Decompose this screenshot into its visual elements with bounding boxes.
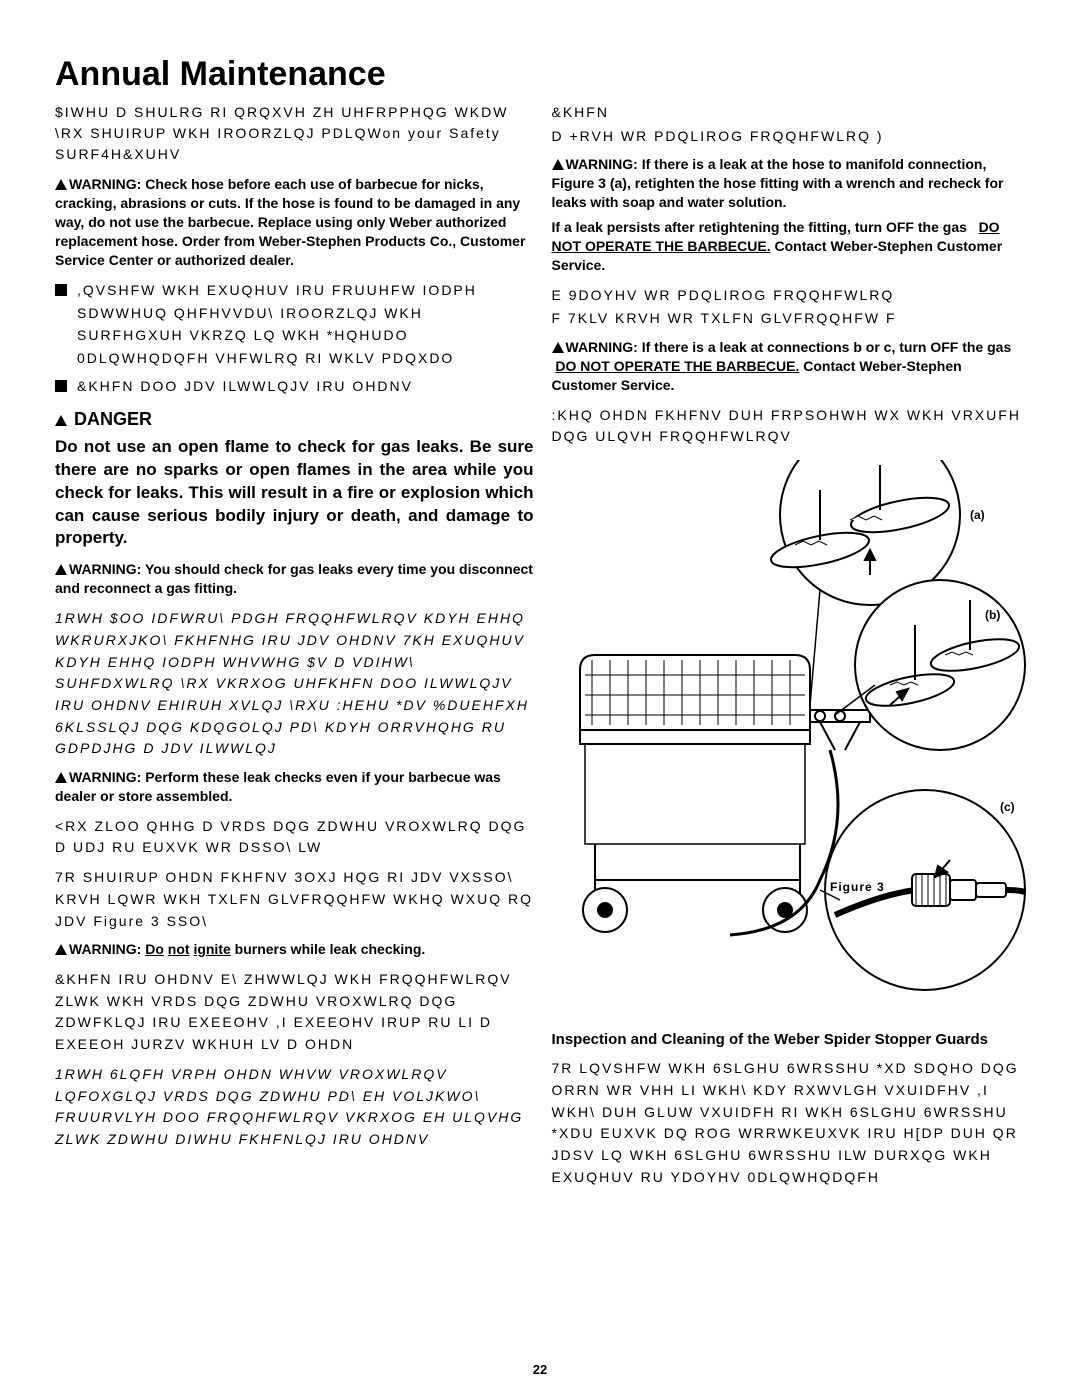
warning-triangle-icon — [55, 415, 67, 426]
warning-leak-check-reconnect: WARNING: You should check for gas leaks … — [55, 560, 534, 598]
para-perform-checks: 7R SHUIRUP OHDN FKHFNV 3OXJ HQG RI JDV V… — [55, 867, 534, 932]
warning-text: WARNING: Perform these leak checks even … — [55, 769, 501, 804]
valves-manifold-line: E 9DOYHV WR PDQLIROG FRQQHFWLRQ — [552, 285, 1031, 307]
warning-text: WARNING: You should check for gas leaks … — [55, 561, 533, 596]
square-bullet-icon — [55, 284, 67, 296]
figure-caption: Figure 3 — [830, 880, 885, 894]
bullet-inspect-burners: ,QVSHFW WKH EXUQHUV IRU FRUUHFW IODPH SD… — [55, 279, 534, 369]
warning-triangle-icon — [552, 342, 564, 353]
warning-triangle-icon — [55, 772, 67, 783]
danger-body-text: Do not use an open flame to check for ga… — [55, 436, 534, 551]
inspection-body: 7R LQVSHFW WKH 6SLGHU 6WRSSHU *XD SDQHO … — [552, 1058, 1031, 1188]
warning-text: WARNING: Do not ignite burners while lea… — [69, 941, 425, 957]
bullet-text: ,QVSHFW WKH EXUQHUV IRU FRUUHFW IODPH SD… — [77, 279, 534, 369]
danger-heading: DANGER — [55, 407, 534, 431]
label-b: (b) — [985, 608, 1000, 622]
intro-paragraph: $IWHU D SHULRG RI QRQXVH ZH UHFRPPHQG WK… — [55, 102, 534, 165]
warning-hose-check: WARNING: Check hose before each use of b… — [55, 175, 534, 269]
warning-triangle-icon — [55, 564, 67, 575]
check-line: &KHFN — [552, 102, 1031, 124]
figure-3-svg — [520, 460, 1040, 1020]
page-title: Annual Maintenance — [55, 55, 1030, 94]
danger-block: DANGER Do not use an open flame to check… — [55, 407, 534, 550]
danger-heading-text: DANGER — [74, 409, 152, 429]
hose-manifold-line: D +RVH WR PDQLIROG FRQQHFWLRQ ) — [552, 126, 1031, 148]
note-corrosive: 1RWH 6LQFH VRPH OHDN WHVW VROXWLRQV LQFO… — [55, 1064, 534, 1151]
para-soap-water: <RX ZLOO QHHG D VRDS DQG ZDWHU VROXWLRQ … — [55, 816, 534, 859]
note-factory-connections: 1RWH $OO IDFWRU\ PDGH FRQQHFWLRQV KDYH E… — [55, 608, 534, 760]
warning-dealer-assembled: WARNING: Perform these leak checks even … — [55, 768, 534, 806]
label-c: (c) — [1000, 800, 1015, 814]
warning-leak-persists: If a leak persists after retightening th… — [552, 218, 1031, 275]
warning-triangle-icon — [55, 944, 67, 955]
hose-quick-disconnect-line: F 7KLV KRVH WR TXLFN GLVFRQQHFW F — [552, 308, 1031, 330]
bullet-text: &KHFN DOO JDV ILWWLQJV IRU OHDNV — [77, 375, 413, 397]
inspection-heading: Inspection and Cleaning of the Weber Spi… — [552, 1030, 1031, 1050]
left-column: $IWHU D SHULRG RI QRQXVH ZH UHFRPPHQG WK… — [55, 102, 534, 1197]
warning-text: WARNING: If there is a leak at the hose … — [552, 156, 1004, 210]
label-a: (a) — [970, 508, 985, 522]
warning-triangle-icon — [55, 179, 67, 190]
para-check-bubbles: &KHFN IRU OHDNV E\ ZHWWLQJ WKH FRQQHFWLR… — [55, 969, 534, 1056]
warning-leak-bc: WARNING: If there is a leak at connectio… — [552, 338, 1031, 395]
warning-triangle-icon — [552, 159, 564, 170]
warning-do-not-ignite: WARNING: Do not ignite burners while lea… — [55, 940, 534, 959]
warning-text: WARNING: Check hose before each use of b… — [55, 176, 525, 268]
square-bullet-icon — [55, 380, 67, 392]
leak-checks-complete: :KHQ OHDN FKHFNV DUH FRPSOHWH WX WKH VRX… — [552, 405, 1031, 448]
figure-3: (a) (b) (c) Figure 3 — [520, 460, 1040, 1020]
bullet-check-fittings: &KHFN DOO JDV ILWWLQJV IRU OHDNV — [55, 375, 534, 397]
page-number: 22 — [0, 1362, 1080, 1377]
warning-leak-hose-manifold: WARNING: If there is a leak at the hose … — [552, 155, 1031, 212]
